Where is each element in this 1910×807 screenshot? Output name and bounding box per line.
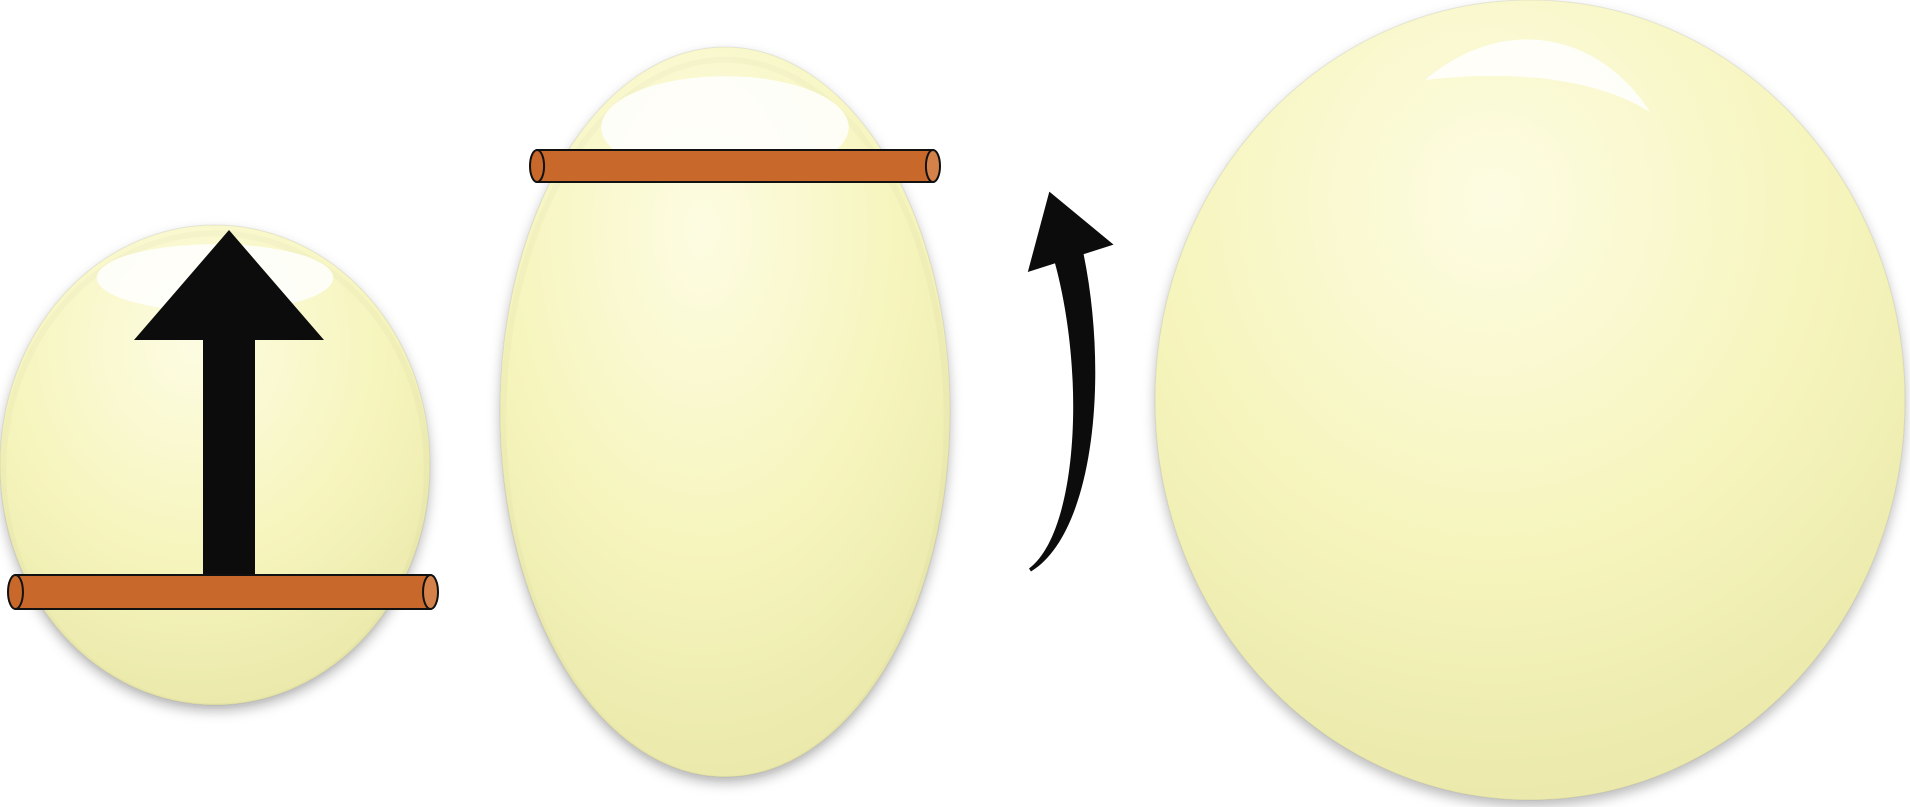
rolling-pin-step2 — [530, 150, 940, 182]
curved-arrow-icon — [1028, 192, 1114, 572]
rolling-pin-step1 — [8, 575, 438, 609]
dough-step3 — [1155, 0, 1905, 800]
